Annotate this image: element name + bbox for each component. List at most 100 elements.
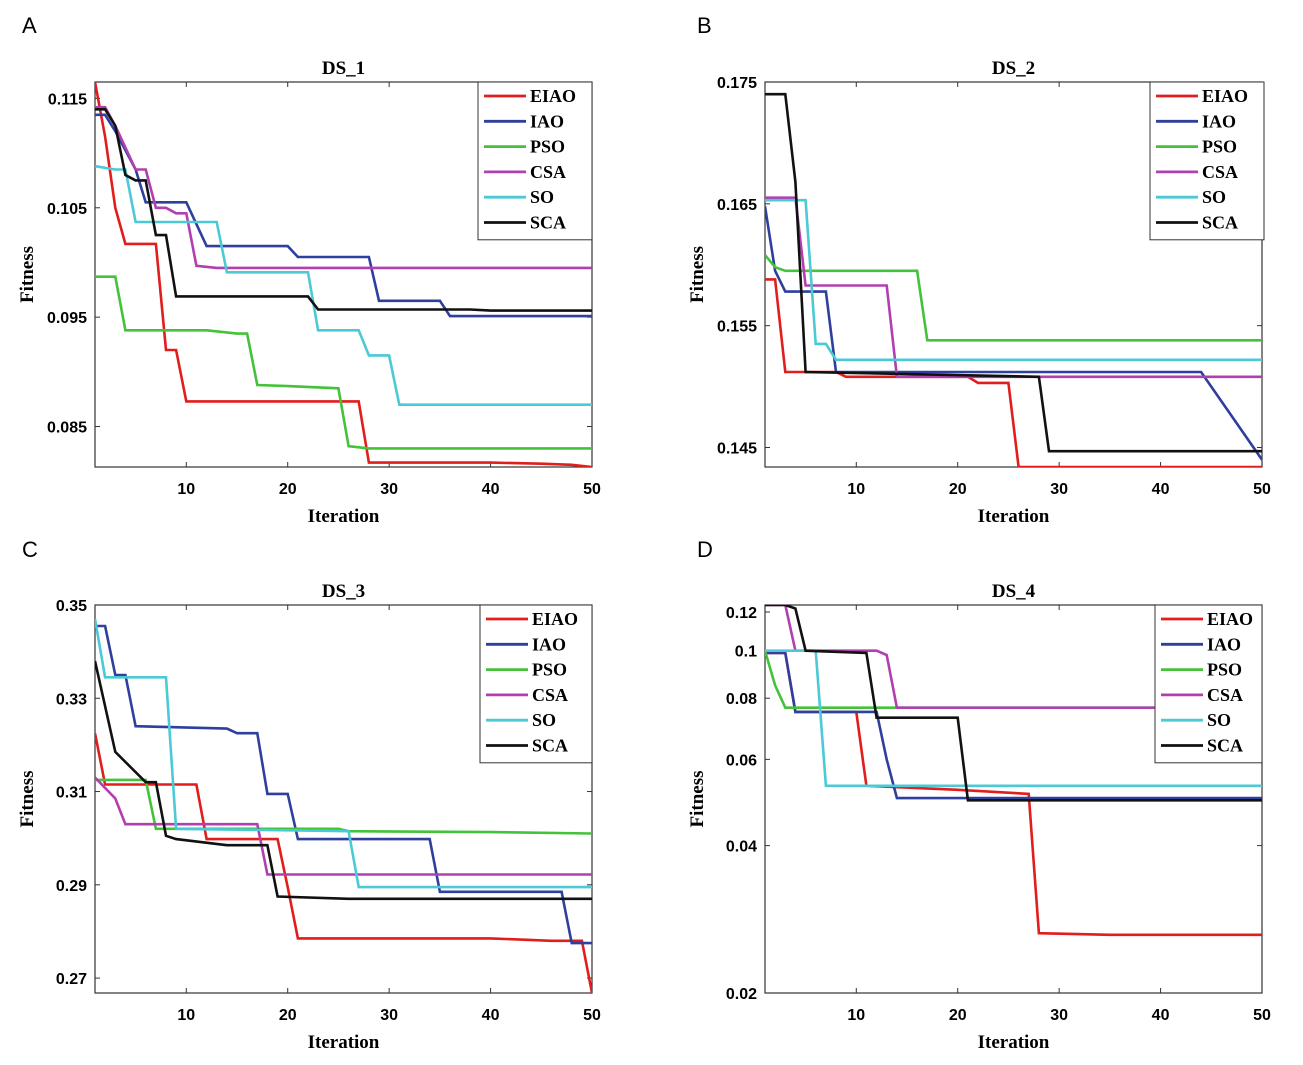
series-line-pso bbox=[95, 778, 592, 835]
legend-label-pso: PSO bbox=[1202, 137, 1237, 157]
axes-frame bbox=[94, 604, 593, 994]
legend-label-csa: CSA bbox=[1202, 162, 1238, 182]
series-line-iao bbox=[765, 206, 1262, 461]
x-axis-label: Iteration bbox=[308, 506, 380, 527]
series-group bbox=[765, 605, 1262, 937]
series-line-so bbox=[95, 618, 592, 889]
x-tick-label: 50 bbox=[1253, 481, 1271, 498]
chart-panel-d: D DS_4 10 20 30 40 50 0.02 0.04 0.06 0.08 0.1 0.12 It… bbox=[687, 537, 1271, 1053]
x-tick-label: 10 bbox=[847, 1007, 865, 1024]
y-tick-label: 0.29 bbox=[56, 878, 87, 895]
legend: EIAO IAO PSO CSA SO SCA bbox=[1154, 604, 1263, 764]
series-group bbox=[765, 92, 1262, 467]
y-tick-label: 0.115 bbox=[48, 91, 87, 108]
series-line-sca bbox=[765, 605, 1262, 802]
x-tick-label: 40 bbox=[1152, 481, 1170, 498]
axes-frame bbox=[94, 81, 593, 468]
series-line-csa bbox=[765, 196, 1262, 379]
y-axis-label: Fitness bbox=[17, 246, 38, 303]
x-tick-label: 30 bbox=[1050, 1007, 1068, 1024]
x-tick-label: 30 bbox=[380, 481, 398, 498]
legend-label-pso: PSO bbox=[1207, 660, 1242, 680]
chart-title: DS_1 bbox=[322, 58, 365, 79]
x-tick-label: 20 bbox=[279, 1007, 297, 1024]
y-tick-label: 0.04 bbox=[726, 839, 757, 856]
series-line-eiao bbox=[95, 732, 592, 993]
legend-label-eiao: EIAO bbox=[1202, 86, 1248, 106]
series-line-so bbox=[765, 198, 1262, 362]
x-tick-label: 10 bbox=[177, 1007, 195, 1024]
chart-title: DS_2 bbox=[992, 58, 1035, 79]
x-tick-label: 40 bbox=[1152, 1007, 1170, 1024]
x-axis-label: Iteration bbox=[978, 506, 1050, 527]
y-tick-label: 0.085 bbox=[47, 420, 87, 437]
y-tick-label: 0.27 bbox=[56, 971, 87, 988]
y-tick-label: 0.12 bbox=[726, 605, 757, 622]
y-axis-label: Fitness bbox=[687, 246, 708, 303]
x-tick-label: 50 bbox=[1253, 1007, 1271, 1024]
series-line-eiao bbox=[765, 278, 1262, 467]
x-tick-label: 50 bbox=[583, 481, 601, 498]
series-line-sca bbox=[95, 660, 592, 901]
legend-label-sca: SCA bbox=[530, 213, 566, 233]
x-tick-label: 20 bbox=[279, 481, 297, 498]
legend-label-so: SO bbox=[532, 710, 556, 730]
y-tick-label: 0.095 bbox=[47, 310, 87, 327]
y-tick-label: 0.145 bbox=[717, 441, 757, 458]
legend-label-sca: SCA bbox=[1207, 736, 1243, 756]
x-axis-label: Iteration bbox=[308, 1032, 380, 1053]
series-line-csa bbox=[765, 605, 1262, 709]
y-tick-label: 0.06 bbox=[726, 752, 757, 769]
x-tick-label: 40 bbox=[482, 481, 500, 498]
legend-label-csa: CSA bbox=[1207, 685, 1243, 705]
chart-title: DS_4 bbox=[992, 581, 1036, 602]
legend-box bbox=[1154, 604, 1263, 764]
legend-label-pso: PSO bbox=[530, 137, 565, 157]
legend-label-eiao: EIAO bbox=[1207, 609, 1253, 629]
y-tick-label: 0.165 bbox=[717, 197, 757, 214]
series-line-iao bbox=[95, 113, 592, 318]
panel-letter: B bbox=[697, 13, 712, 38]
legend-label-sca: SCA bbox=[532, 736, 568, 756]
legend-box bbox=[1149, 81, 1265, 241]
panel-letter: D bbox=[697, 537, 713, 562]
legend-label-so: SO bbox=[1207, 710, 1231, 730]
legend-label-csa: CSA bbox=[532, 685, 568, 705]
legend-label-iao: IAO bbox=[1207, 634, 1241, 654]
y-tick-label: 0.33 bbox=[56, 691, 87, 708]
x-tick-label: 50 bbox=[583, 1007, 601, 1024]
series-line-sca bbox=[765, 92, 1262, 453]
chart-title: DS_3 bbox=[322, 581, 365, 602]
legend: EIAO IAO PSO CSA SO SCA bbox=[477, 81, 593, 241]
y-tick-label: 0.1 bbox=[735, 644, 757, 661]
axes-frame bbox=[764, 81, 1263, 468]
y-tick-label: 0.175 bbox=[717, 75, 757, 92]
y-tick-label: 0.08 bbox=[726, 691, 757, 708]
y-tick-label: 0.02 bbox=[726, 986, 757, 1003]
y-tick-label: 0.105 bbox=[47, 201, 87, 218]
x-tick-label: 30 bbox=[1050, 481, 1068, 498]
legend-label-so: SO bbox=[1202, 187, 1226, 207]
series-line-pso bbox=[95, 275, 592, 450]
series-line-sca bbox=[95, 108, 592, 312]
legend-box bbox=[479, 604, 593, 764]
x-tick-label: 40 bbox=[482, 1007, 500, 1024]
series-line-pso bbox=[765, 254, 1262, 342]
legend-label-eiao: EIAO bbox=[530, 86, 576, 106]
y-tick-label: 0.31 bbox=[56, 785, 87, 802]
y-tick-label: 0.35 bbox=[56, 598, 87, 615]
legend-label-iao: IAO bbox=[532, 634, 566, 654]
legend-box bbox=[477, 81, 593, 241]
chart-panel-a: A DS_1 10 20 30 40 50 0.085 0.095 0.105 0.115 Itera… bbox=[17, 13, 601, 527]
y-axis-label: Fitness bbox=[17, 771, 38, 828]
x-axis-label: Iteration bbox=[978, 1032, 1050, 1053]
y-axis-label: Fitness bbox=[687, 771, 708, 828]
x-tick-label: 30 bbox=[380, 1007, 398, 1024]
series-group bbox=[95, 618, 592, 993]
x-tick-label: 10 bbox=[847, 481, 865, 498]
legend-label-so: SO bbox=[530, 187, 554, 207]
x-tick-label: 10 bbox=[177, 481, 195, 498]
panel-letter: C bbox=[22, 537, 38, 562]
legend-label-eiao: EIAO bbox=[532, 609, 578, 629]
